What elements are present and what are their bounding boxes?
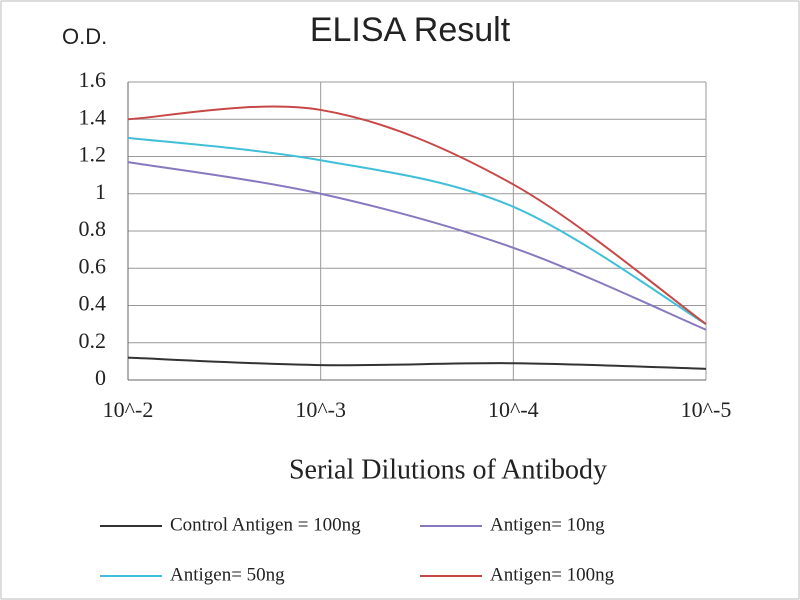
legend-label: Antigen= 50ng [170, 564, 285, 585]
series-line [127, 136, 707, 325]
y-tick-label: 1 [95, 179, 106, 204]
x-tick-label: 10^-5 [681, 397, 732, 422]
y-tick-label: 1.6 [79, 67, 107, 92]
series-line [127, 105, 707, 325]
legend-label: Antigen= 10ng [490, 514, 605, 535]
y-tick-label: 0.2 [79, 328, 107, 353]
x-axis-label: Serial Dilutions of Antibody [289, 454, 607, 485]
chart-title: ELISA Result [310, 11, 511, 49]
x-tick-label: 10^-2 [103, 397, 154, 422]
legend-label: Control Antigen = 100ng [170, 514, 361, 535]
y-tick-label: 0.4 [79, 291, 107, 316]
y-tick-label: 0.8 [79, 216, 107, 241]
series-line [127, 356, 707, 370]
x-tick-label: 10^-4 [488, 397, 539, 422]
y-axis-label: O.D. [62, 24, 107, 49]
legend-label: Antigen= 100ng [490, 564, 615, 585]
y-tick-label: 0.6 [79, 253, 107, 278]
series-line [127, 161, 707, 331]
y-tick-label: 0 [95, 365, 106, 390]
y-tick-label: 1.2 [79, 142, 107, 167]
x-tick-label: 10^-3 [295, 397, 346, 422]
y-tick-label: 1.4 [79, 104, 107, 129]
